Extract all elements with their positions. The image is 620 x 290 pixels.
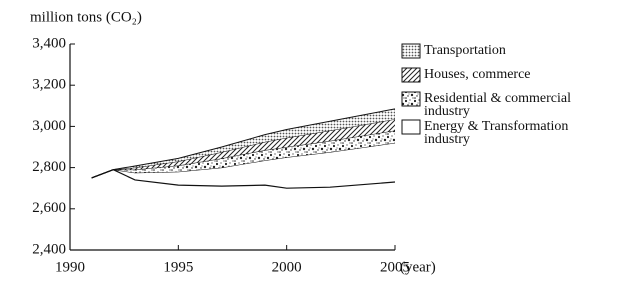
legend-label: Residential & commercial industry — [424, 91, 571, 119]
legend-label: Houses, commerce — [424, 67, 531, 82]
y-axis-title: million tons (CO₂) — [30, 9, 142, 25]
y-tick-label: 3,200 — [32, 77, 66, 93]
y-tick-label: 2,600 — [32, 200, 66, 216]
legend-swatch — [401, 119, 421, 135]
legend-label: Energy & Transformation industry — [424, 119, 569, 147]
y-tick-label: 3,000 — [32, 118, 66, 134]
legend-swatch — [401, 43, 421, 59]
y-tick-label: 2,800 — [32, 159, 66, 175]
y-tick-label: 3,400 — [32, 35, 66, 51]
x-tick-label: 2005 — [380, 259, 410, 275]
area-edge — [91, 142, 396, 179]
x-tick-label: 1995 — [163, 259, 193, 275]
area — [91, 142, 396, 189]
baseline-line — [91, 169, 396, 189]
legend-swatch — [401, 91, 421, 107]
x-tick-label: 2000 — [272, 259, 302, 275]
legend-swatch — [401, 67, 421, 83]
x-tick-label: 1990 — [55, 259, 85, 275]
x-axis-title: (year) — [400, 259, 436, 275]
y-tick-label: 2,400 — [32, 241, 66, 257]
legend-label: Transportation — [424, 43, 506, 58]
area-edge — [91, 108, 396, 179]
